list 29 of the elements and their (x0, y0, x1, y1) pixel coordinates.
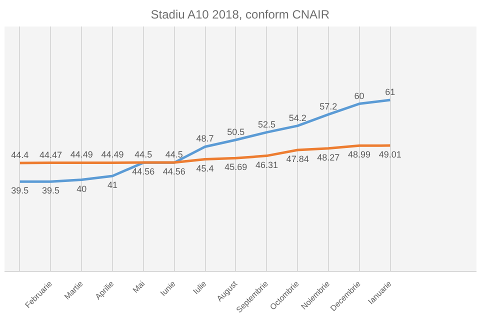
data-label: 44.49 (70, 150, 93, 160)
data-label: 44.5 (134, 150, 152, 160)
data-label: 54.2 (288, 112, 306, 123)
data-label: 44.4 (11, 150, 29, 160)
data-label: 48.99 (348, 150, 371, 160)
data-label: 44.49 (101, 150, 124, 160)
data-label: 45.69 (224, 162, 248, 172)
data-label: 57.2 (320, 101, 338, 112)
chart-title: Stadiu A10 2018, conform CNAIR (150, 8, 330, 22)
data-label: 49.01 (378, 150, 402, 160)
data-label: 48.7 (196, 134, 214, 144)
data-label: 44.5 (165, 150, 183, 160)
x-tick-label: Mai (131, 279, 147, 295)
data-label: 48.27 (317, 152, 340, 162)
data-label: 41 (107, 180, 118, 190)
data-label: 50.5 (227, 126, 245, 137)
data-label: 39.5 (42, 186, 60, 196)
data-label: 44.56 (162, 166, 186, 176)
data-label: 46.31 (255, 160, 278, 170)
data-label: 39.5 (11, 186, 29, 196)
data-label: 44.47 (40, 150, 62, 160)
data-label: 44.56 (132, 166, 155, 176)
data-label: 60 (354, 90, 364, 101)
data-label: 45.4 (196, 163, 214, 174)
data-label: 61 (385, 87, 396, 97)
data-label: 47.84 (286, 154, 309, 164)
data-label: 52.5 (258, 119, 276, 130)
x-tick-label: Iulie (191, 278, 209, 296)
data-label: 40 (76, 184, 87, 194)
